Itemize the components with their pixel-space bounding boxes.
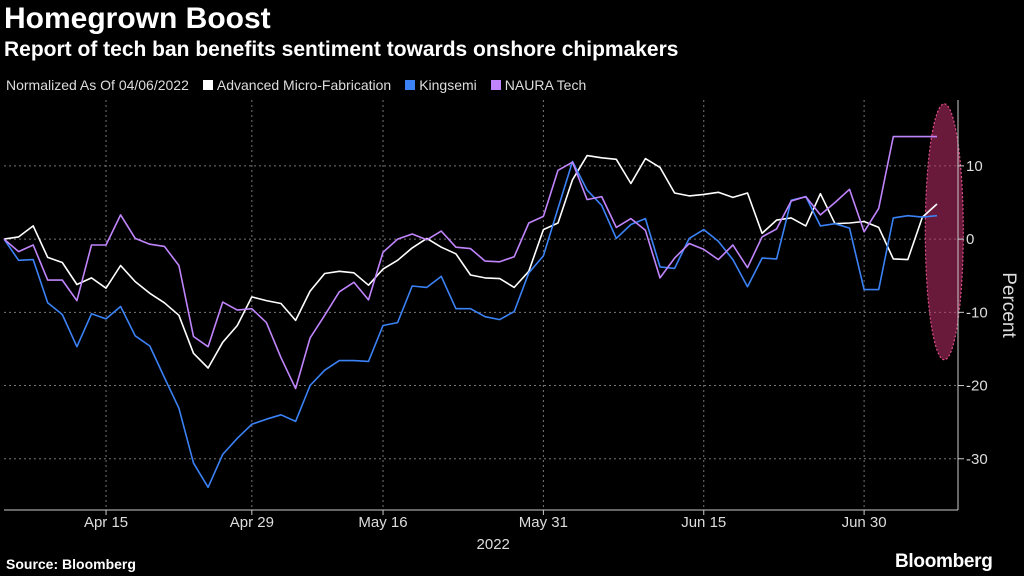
kingsemi-line bbox=[3, 160, 938, 489]
legend-swatch-amec bbox=[202, 80, 213, 90]
x-tick-label: Apr 15 bbox=[84, 514, 128, 531]
advanced-micro-fabrication-line bbox=[3, 154, 938, 369]
legend-item-kingsemi: Kingsemi bbox=[405, 77, 477, 93]
source-note: Source: Bloomberg bbox=[6, 556, 136, 572]
chart-title: Homegrown Boost bbox=[4, 2, 271, 35]
legend-item-naura: NAURA Tech bbox=[490, 77, 587, 93]
legend-item-amec: Advanced Micro-Fabrication bbox=[202, 77, 392, 93]
y-tick-label: -20 bbox=[966, 378, 988, 395]
chart-subtitle: Report of tech ban benefits sentiment to… bbox=[4, 38, 679, 61]
legend-label-amec: Advanced Micro-Fabrication bbox=[216, 77, 392, 93]
bloomberg-logo: Bloomberg bbox=[895, 551, 993, 572]
x-tick-label: Apr 29 bbox=[230, 514, 274, 531]
axes: 10 0 -10 -20 -30 Apr 15 Apr 29 May 16 May 31 Jun … bbox=[4, 100, 988, 531]
legend-swatch-naura bbox=[490, 80, 501, 90]
y-tick-label: 10 bbox=[966, 158, 983, 175]
x-tick-label: May 16 bbox=[358, 514, 407, 531]
y-tick-label: -30 bbox=[966, 451, 988, 468]
legend: Normalized As Of 04/06/2022 Advanced Mic… bbox=[6, 77, 600, 93]
x-tick-label: May 31 bbox=[519, 514, 568, 531]
grid-lines bbox=[4, 100, 958, 510]
naura-tech-line bbox=[3, 135, 937, 390]
highlight-layer bbox=[924, 103, 964, 361]
legend-label-naura: NAURA Tech bbox=[504, 77, 587, 93]
y-axis-label: Percent bbox=[998, 272, 1019, 338]
highlight-ellipse bbox=[924, 103, 964, 361]
y-tick-label: 0 bbox=[966, 231, 974, 248]
legend-label-kingsemi: Kingsemi bbox=[419, 77, 477, 93]
legend-swatch-kingsemi bbox=[405, 80, 416, 90]
y-tick-label: -10 bbox=[966, 304, 988, 321]
legend-normalized-label: Normalized As Of 04/06/2022 bbox=[6, 77, 189, 93]
x-axis-year-label: 2022 bbox=[477, 536, 510, 553]
series-lines bbox=[3, 135, 938, 489]
x-tick-label: Jun 30 bbox=[842, 514, 887, 531]
x-tick-label: Jun 15 bbox=[681, 514, 726, 531]
